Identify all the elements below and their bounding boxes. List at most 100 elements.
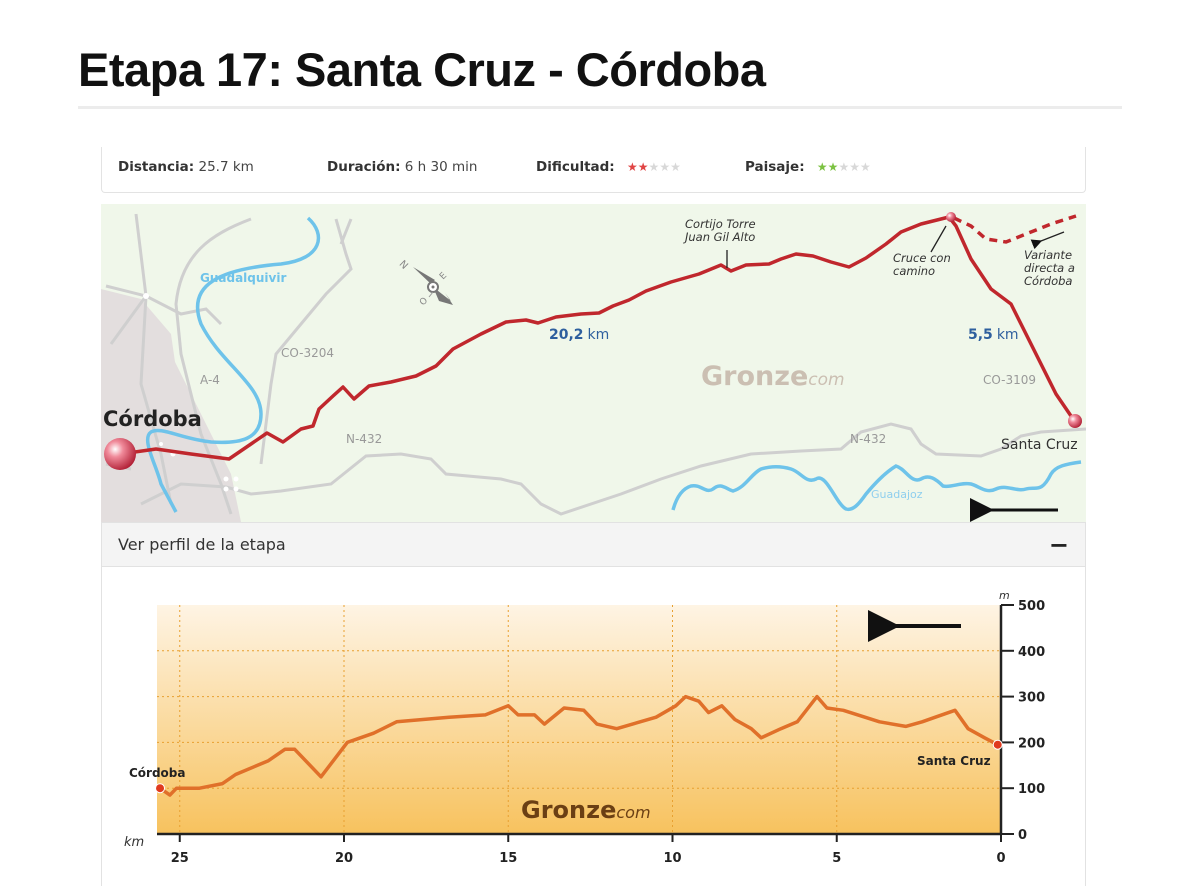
x-axis-unit-label: km [124, 835, 144, 850]
page-title: Etapa 17: Santa Cruz - Córdoba [78, 43, 766, 96]
x-tick-label: 20 [335, 851, 353, 866]
x-tick-label: 25 [171, 851, 189, 866]
title-divider [78, 106, 1122, 109]
town-label-santa-cruz: Santa Cruz [1001, 437, 1078, 453]
variant-line-3: Córdoba [1024, 274, 1072, 288]
star-icon: ★ [859, 160, 871, 174]
poi-cruce-label: Cruce con camino [893, 251, 951, 278]
elevation-profile-panel: 25 20 15 10 5 0 0 100 200 300 400 500 Gronzecom Cór… [101, 567, 1086, 886]
landscape-rating: ★★★★★ [817, 160, 871, 174]
distance-value: 25.7 km [198, 159, 254, 175]
landscape-label: Paisaje: [745, 159, 805, 175]
chart-plot-area [157, 605, 1001, 834]
road-label-co3204: CO-3204 [281, 346, 334, 360]
poi-2-line-1: Cruce con [893, 251, 951, 265]
road [139, 295, 173, 505]
segment-2-value: 5,5 [968, 327, 993, 343]
x-tick-label: 15 [499, 851, 517, 866]
y-tick-label: 0 [1018, 828, 1027, 843]
difficulty-rating: ★★★★★ [627, 160, 681, 174]
start-marker-cordoba[interactable] [104, 438, 136, 470]
variant-arrow-icon [1030, 231, 1065, 250]
road-label-a4: A-4 [200, 373, 220, 387]
distance-label: Distancia: [118, 159, 195, 175]
x-tick-label: 10 [663, 851, 681, 866]
star-icon: ★ [659, 160, 671, 174]
road [134, 213, 148, 297]
road-junctions [143, 293, 239, 492]
road [105, 284, 223, 326]
star-icon: ★ [648, 160, 660, 174]
road [339, 218, 353, 245]
star-icon: ★ [816, 160, 828, 174]
end-marker-santa-cruz[interactable] [1068, 414, 1082, 428]
collapse-icon[interactable]: − [1048, 530, 1069, 559]
variant-route-line[interactable] [953, 214, 1077, 244]
poi-2-line-2: camino [893, 264, 935, 278]
road [109, 295, 148, 345]
route-line[interactable] [120, 215, 1073, 461]
segment-distance-2: 5,5 km [968, 327, 1019, 343]
variant-note-label: Variante directa a Córdoba [1024, 248, 1075, 288]
river-guadalquivir [145, 216, 321, 513]
difficulty-info: Dificultad: ★★★★★ [536, 159, 681, 175]
duration-value: 6 h 30 min [404, 159, 478, 175]
poi-1-line-2: Juan Gil Alto [683, 230, 755, 244]
chart-grid [157, 605, 1001, 834]
town-label-cordoba: Córdoba [103, 407, 202, 431]
compass-icon: N E O [397, 259, 453, 308]
river-guadajoz [671, 460, 1082, 512]
river-label-guadalquivir: Guadalquivir [200, 271, 286, 285]
segment-1-value: 20,2 [549, 327, 584, 343]
landscape-info: Paisaje: ★★★★★ [745, 159, 871, 175]
map-watermark: Gronzecom [701, 361, 845, 392]
stage-info-bar: Distancia: 25.7 km Duración: 6 h 30 min … [101, 147, 1086, 193]
y-tick-label: 500 [1018, 599, 1045, 614]
watermark-main: Gronze [701, 361, 808, 392]
star-icon: ★ [827, 160, 839, 174]
rivers [145, 216, 1082, 513]
roads [105, 213, 1086, 516]
chart-watermark: Gronzecom [521, 796, 651, 824]
junction-marker[interactable] [946, 212, 956, 222]
segment-2-unit: km [997, 327, 1019, 343]
star-icon: ★ [627, 160, 638, 174]
variant-line-1: Variante [1024, 248, 1072, 262]
chart-end-label: Santa Cruz [917, 754, 991, 768]
river-label-guadajoz: Guadajoz [871, 488, 923, 501]
road-label-co3109: CO-3109 [983, 373, 1036, 387]
star-icon: ★ [838, 160, 850, 174]
chart-watermark-suffix: com [616, 803, 650, 822]
road-n432 [140, 422, 1086, 516]
chart-start-label: Córdoba [129, 766, 186, 780]
x-tick-label: 0 [996, 851, 1005, 866]
star-icon: ★ [670, 160, 681, 174]
difficulty-label: Dificultad: [536, 159, 615, 175]
chart-watermark-main: Gronze [521, 796, 616, 824]
star-icon: ★ [849, 160, 860, 174]
end-point-marker [992, 739, 1003, 750]
star-icon: ★ [637, 160, 649, 174]
y-tick-label: 100 [1018, 782, 1045, 797]
poi-cortijo-label: Cortijo Torre Juan Gil Alto [683, 217, 756, 244]
y-axis-unit-label: m [999, 589, 1010, 602]
road-label-n432-east: N-432 [850, 432, 886, 446]
duration-info: Duración: 6 h 30 min [327, 159, 477, 175]
poi-leader-line [930, 225, 947, 253]
chart-series [155, 694, 1003, 797]
poi-1-line-1: Cortijo Torre [685, 217, 756, 231]
road-co3204 [259, 218, 353, 465]
x-tick-label: 5 [832, 851, 841, 866]
map-canvas: N E O Guadalquivir Guadajoz CO-3204 A-4 … [101, 212, 1086, 522]
y-tick-label: 200 [1018, 736, 1045, 751]
variant-line-2: directa a [1024, 261, 1075, 275]
distance-info: Distancia: 25.7 km [118, 159, 254, 175]
profile-toggle-header[interactable]: Ver perfil de la etapa − [101, 522, 1086, 567]
road-a4 [174, 217, 252, 515]
watermark-suffix: com [808, 370, 844, 390]
segment-distance-1: 20,2 km [549, 327, 609, 343]
compass-e-label: E [438, 271, 449, 282]
y-tick-label: 300 [1018, 691, 1045, 706]
route-map[interactable]: N E O Guadalquivir Guadajoz CO-3204 A-4 … [101, 204, 1086, 522]
